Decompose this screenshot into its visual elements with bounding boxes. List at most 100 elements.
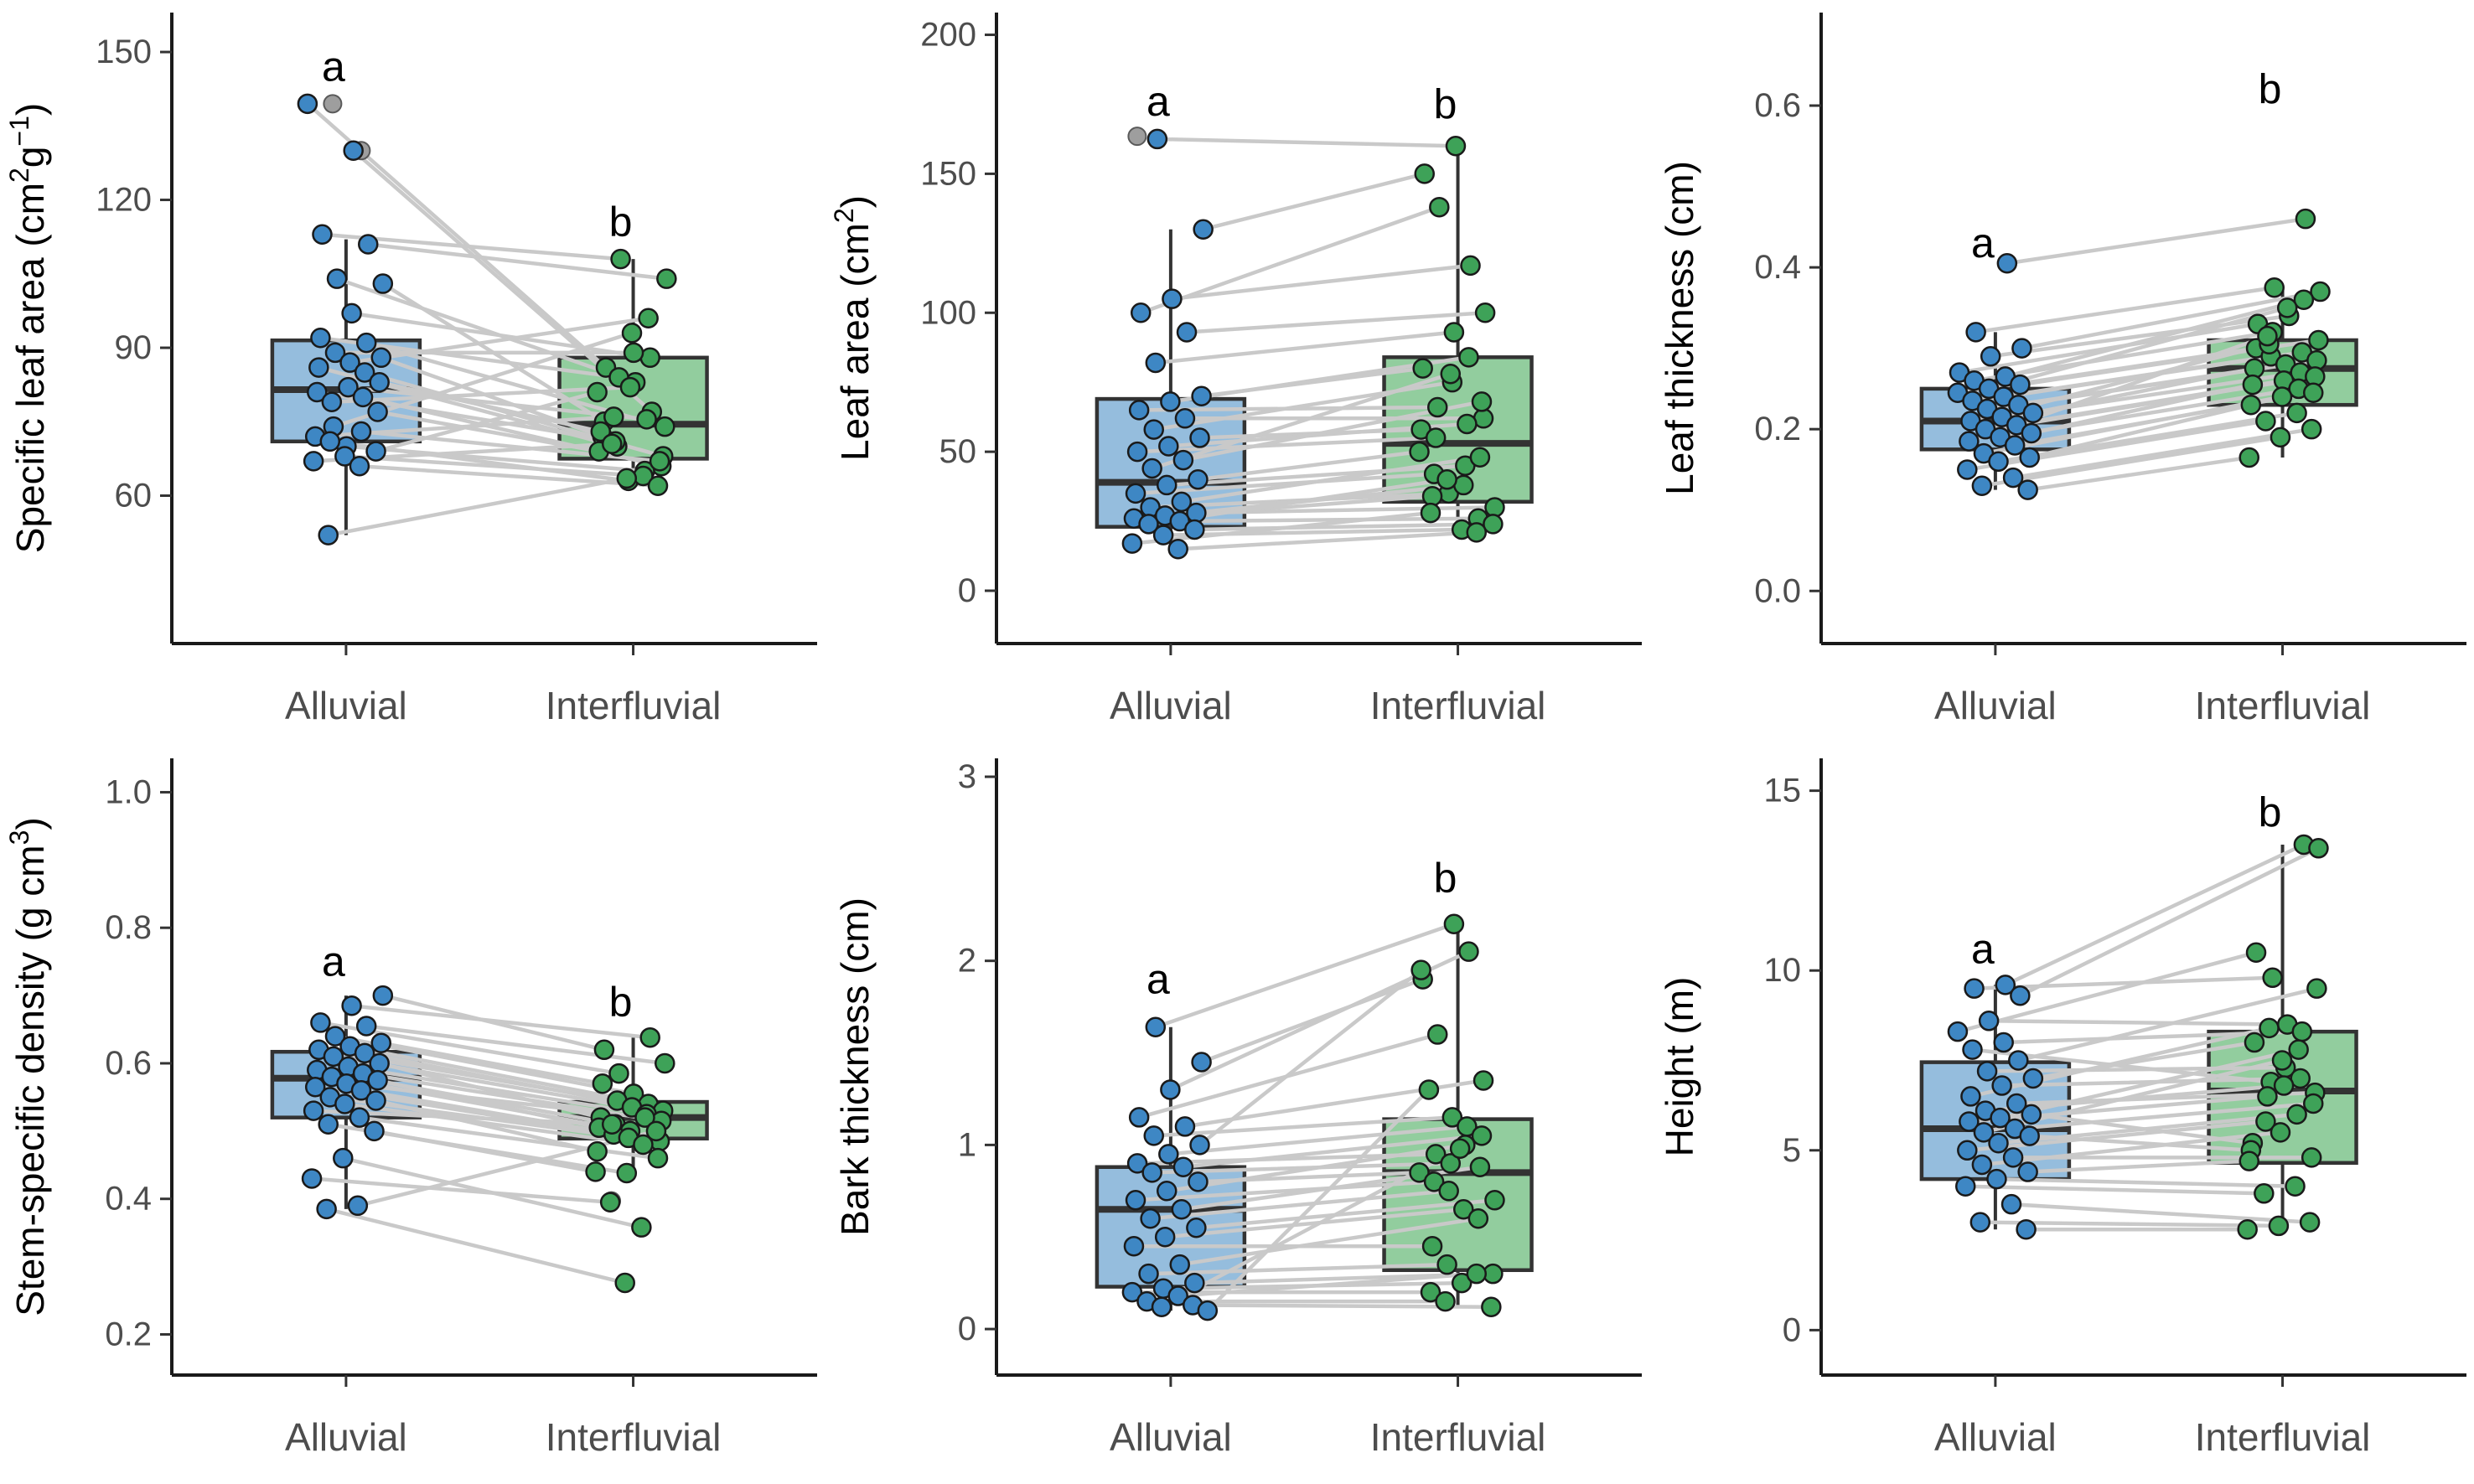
data-point-alluvial (2010, 374, 2031, 396)
data-point-interfluvial (2271, 1050, 2293, 1071)
y-axis-title: Bark thickness (cm) (833, 897, 877, 1236)
data-point-alluvial (303, 1100, 324, 1121)
data-point-alluvial (1145, 352, 1167, 374)
data-point-alluvial (355, 332, 377, 354)
pair-line (379, 1041, 605, 1086)
pair-line (1969, 1026, 2271, 1099)
data-point-alluvial (307, 381, 328, 403)
data-point-alluvial (1145, 1016, 1167, 1038)
pair-line (329, 385, 633, 404)
y-tick-label: 0.2 (105, 1316, 152, 1352)
pair-line (334, 277, 638, 385)
pair-line (1138, 204, 1441, 315)
data-point-interfluvial (1484, 1190, 1505, 1211)
data-point-alluvial (1162, 288, 1183, 309)
data-point-alluvial (1191, 385, 1212, 407)
panel-bark-thickness: 0 1 2 3 Alluvial Interfluvial Bark thickness (… (833, 758, 1642, 1459)
significance-letter-a: a (1146, 78, 1170, 125)
pair-line (348, 1044, 650, 1106)
data-point-alluvial (364, 1120, 385, 1142)
data-point-alluvial (319, 431, 341, 452)
data-point-interfluvial (2239, 1150, 2260, 1171)
significance-letter-b: b (2259, 789, 2282, 835)
pair-line (349, 1003, 652, 1040)
data-point-interfluvial (1451, 1272, 1472, 1294)
data-point-interfluvial (2237, 1218, 2258, 1240)
y-tick-label: 0.4 (105, 1181, 152, 1218)
data-point-interfluvial (655, 416, 675, 437)
data-point-alluvial (365, 441, 386, 462)
pair-line (1153, 330, 1457, 365)
pair-line (1963, 1184, 2266, 1196)
data-point-interfluvial (2286, 1104, 2307, 1125)
data-point-alluvial (1959, 431, 1980, 452)
y-tick-label: 2 (958, 943, 976, 980)
y-tick-label: 150 (920, 155, 976, 192)
data-point-interfluvial (2255, 411, 2276, 432)
data-point-interfluvial (1409, 1162, 1430, 1183)
data-point-interfluvial (1418, 1079, 1440, 1100)
data-point-alluvial (349, 1107, 370, 1128)
pair-line (2020, 289, 2322, 350)
panel-stem-specific-density: 0.2 0.4 0.6 0.8 1.0 Alluvial Interfluvial Stem-… (4, 758, 817, 1459)
data-point-interfluvial (603, 406, 624, 427)
x-tick-label-interfluvial: Interfluvial (2195, 1415, 2371, 1459)
data-point-alluvial (1151, 1296, 1172, 1317)
x-tick-label-interfluvial: Interfluvial (1370, 684, 1546, 727)
data-point-interfluvial (1427, 396, 1448, 418)
data-point-interfluvial (1409, 441, 1430, 463)
data-point-interfluvial (1449, 1138, 1471, 1160)
data-point-alluvial (358, 234, 379, 255)
data-point-alluvial (372, 273, 394, 294)
pair-line (1133, 1180, 1436, 1202)
pair-line (375, 410, 601, 453)
data-point-alluvial (326, 268, 348, 289)
data-point-interfluvial (616, 468, 638, 489)
data-point-interfluvial (631, 1217, 652, 1238)
pair-line (1181, 1134, 1484, 1169)
data-point-alluvial (1128, 1107, 1150, 1128)
significance-letter-a: a (1971, 220, 1995, 266)
significance-letter-a: a (322, 44, 345, 90)
data-point-interfluvial (645, 1120, 667, 1142)
data-point-interfluvial (1467, 1208, 1489, 1229)
data-point-alluvial (1152, 525, 1174, 546)
y-tick-label: 1.0 (105, 773, 152, 810)
data-point-alluvial (1121, 533, 1143, 554)
pair-line (1193, 522, 1495, 532)
pair-line (1150, 1161, 1453, 1175)
data-point-interfluvial (638, 308, 659, 328)
data-point-alluvial (1184, 1272, 1205, 1294)
data-point-alluvial (1988, 1132, 2009, 1154)
pair-line (1194, 1198, 1497, 1230)
outlier-point (323, 94, 343, 114)
data-point-alluvial (370, 347, 392, 369)
data-point-interfluvial (1469, 447, 1491, 468)
pair-line (1201, 172, 1427, 231)
data-point-interfluvial (655, 1052, 675, 1074)
data-point-alluvial (323, 1046, 344, 1068)
data-point-interfluvial (2255, 1111, 2276, 1132)
data-point-alluvial (2021, 1104, 2042, 1125)
data-point-alluvial (1160, 391, 1181, 412)
data-point-interfluvial (1440, 1153, 1462, 1174)
significance-letter-b: b (1434, 80, 1457, 127)
data-point-interfluvial (1440, 363, 1462, 385)
data-point-alluvial (1174, 408, 1196, 429)
data-point-alluvial (2004, 435, 2026, 456)
data-point-interfluvial (2264, 277, 2285, 298)
data-point-alluvial (1191, 1052, 1212, 1073)
data-point-alluvial (1965, 322, 1986, 343)
data-point-alluvial (1172, 1156, 1194, 1177)
pair-line (374, 1099, 599, 1154)
y-axis-title: Height (m) (1658, 977, 1701, 1157)
data-point-interfluvial (2271, 386, 2293, 407)
data-point-alluvial (1947, 1021, 1969, 1042)
data-point-alluvial (365, 1090, 386, 1111)
y-tick-label: 0 (1783, 1311, 1801, 1348)
data-point-interfluvial (2286, 402, 2307, 424)
data-point-alluvial (308, 357, 329, 378)
data-point-alluvial (1986, 1168, 2007, 1190)
pair-line (309, 1176, 613, 1205)
data-point-alluvial (321, 391, 343, 412)
